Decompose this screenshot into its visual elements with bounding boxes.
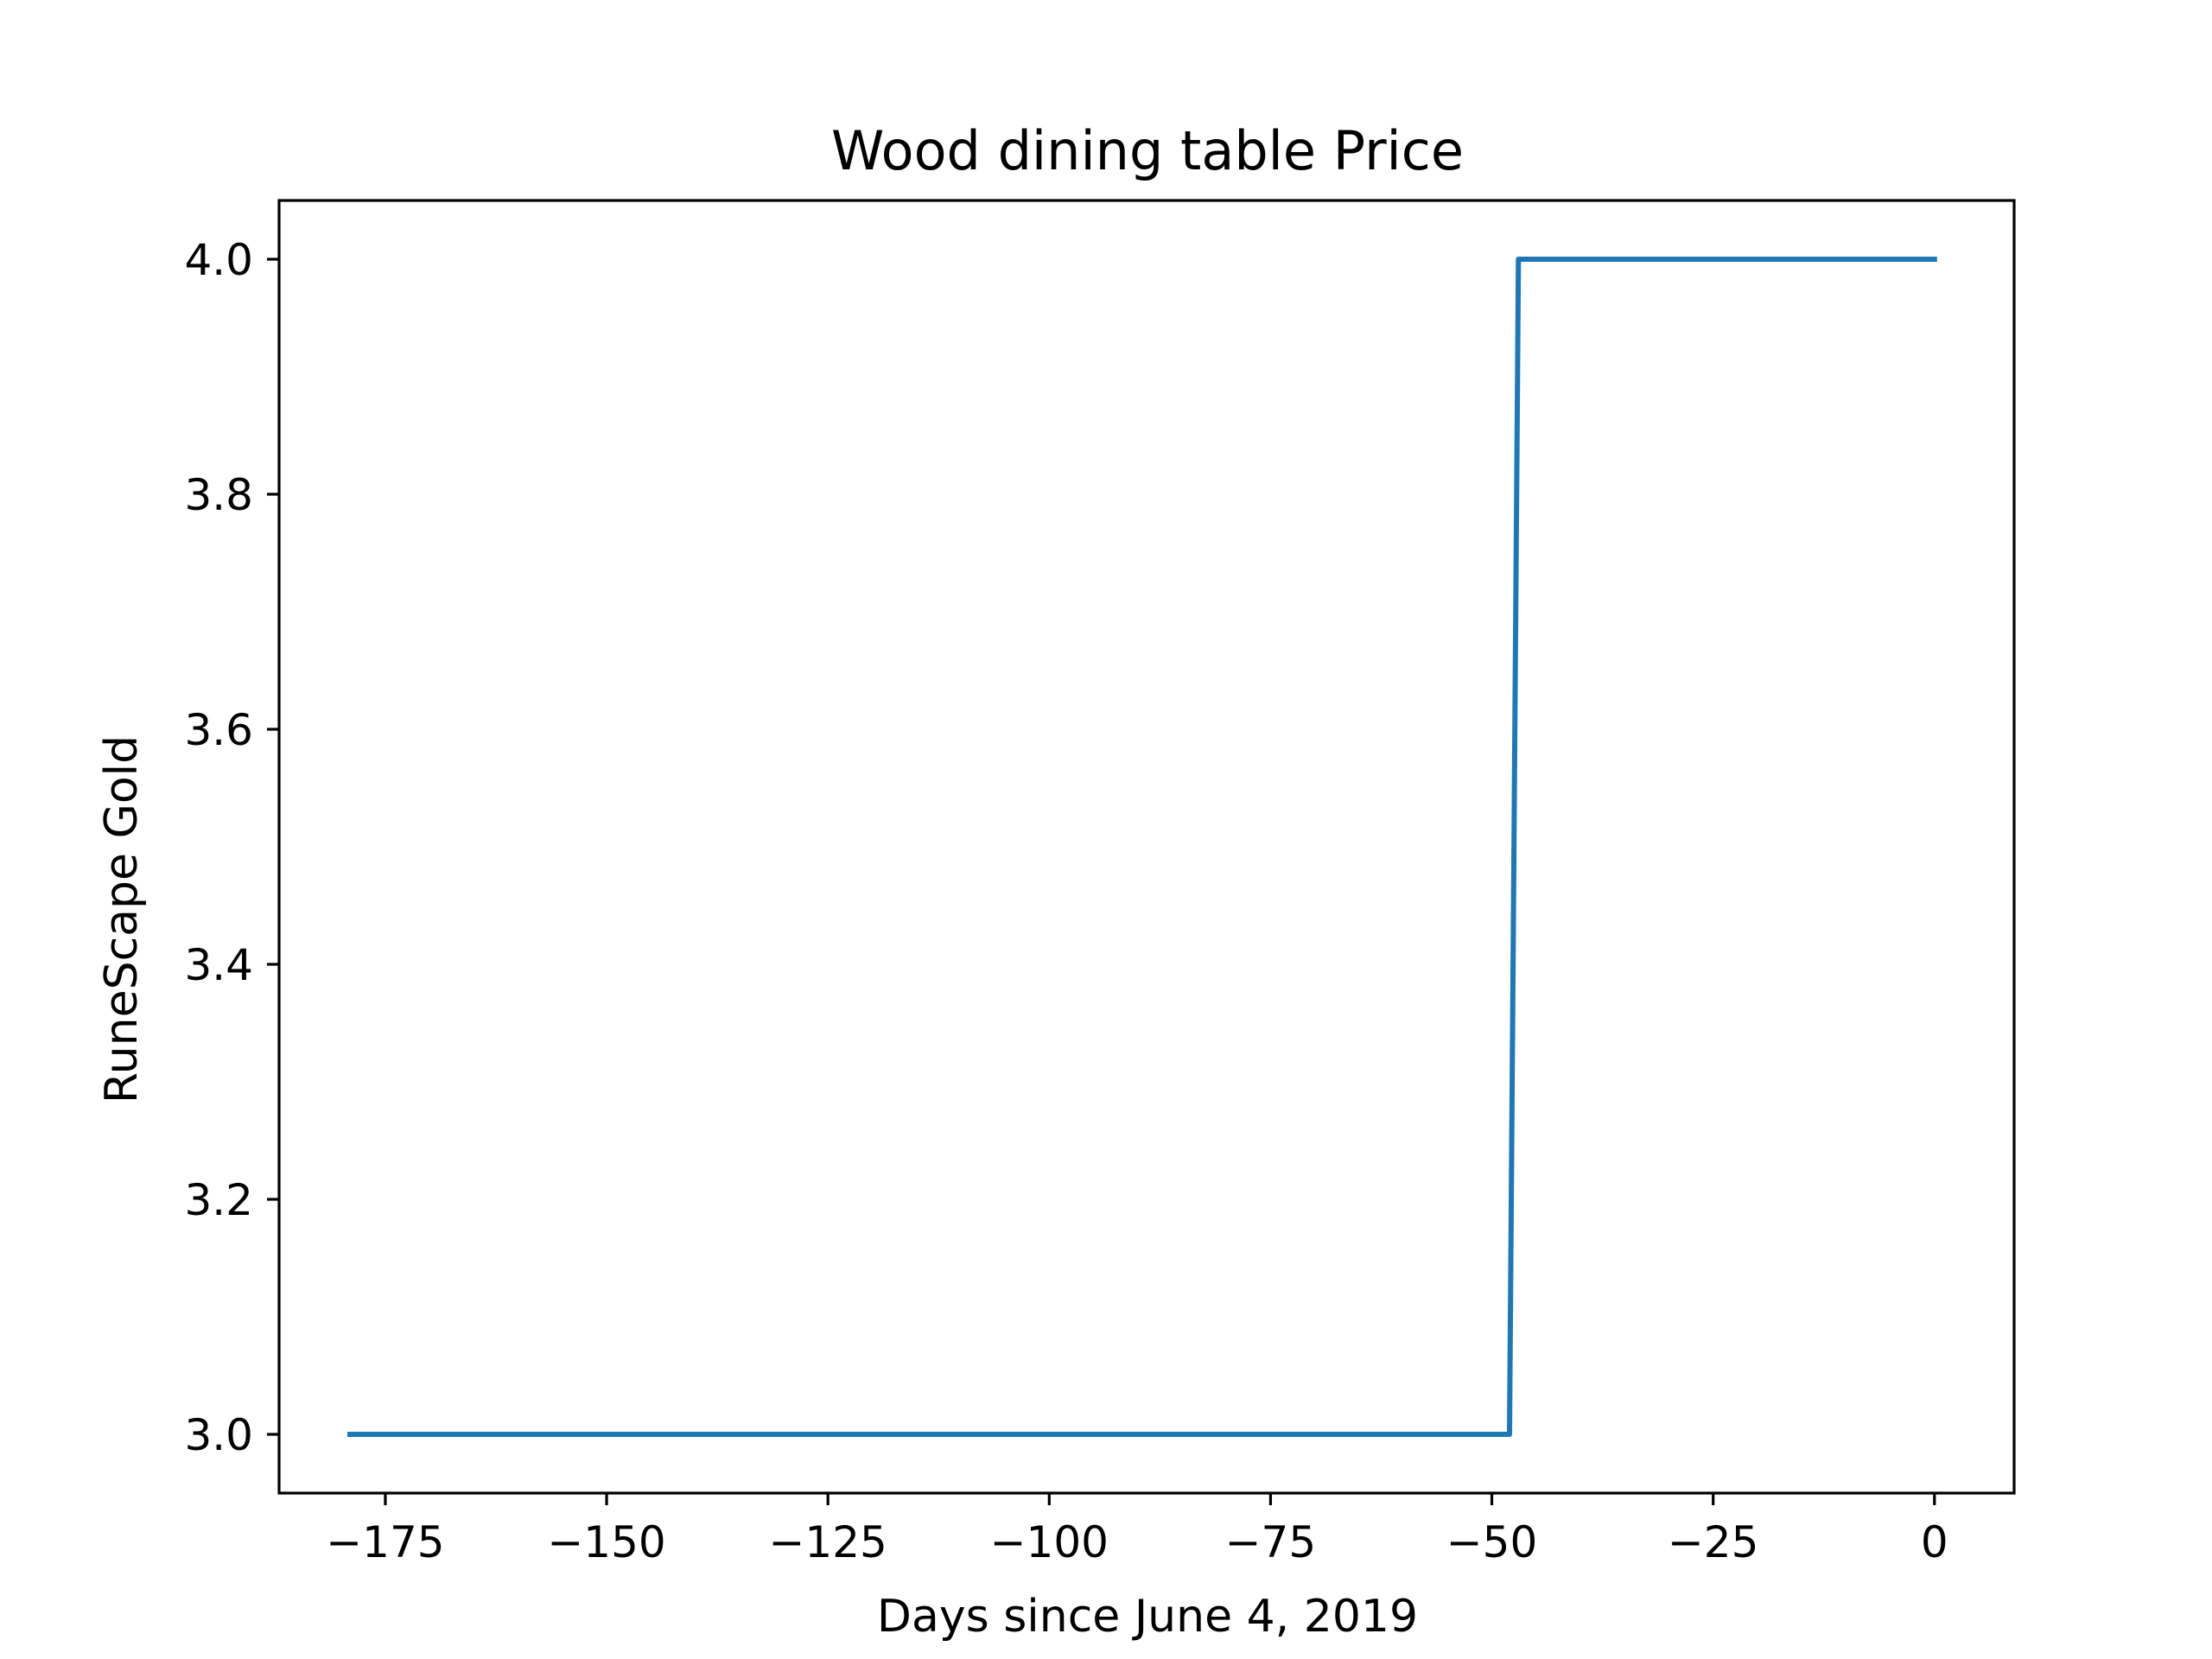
- x-tick-label: −25: [1668, 1517, 1759, 1567]
- x-tick-label: −125: [769, 1517, 887, 1567]
- x-tick-label: −75: [1225, 1517, 1317, 1567]
- x-tick-label: −50: [1446, 1517, 1538, 1567]
- y-tick-label: 3.6: [184, 705, 253, 755]
- series-line: [347, 257, 1937, 1437]
- plot-frame: [277, 199, 2016, 1495]
- y-axis-label: RuneScape Gold: [96, 735, 148, 1103]
- x-tick-label: −100: [990, 1517, 1109, 1567]
- x-axis-label: Days since June 4, 2019: [877, 1591, 1418, 1643]
- y-tick-label: 4.0: [184, 235, 253, 285]
- plot-area: [347, 257, 1937, 1437]
- y-tick-label: 3.2: [184, 1175, 253, 1225]
- y-tick-label: 3.4: [184, 940, 253, 990]
- y-tick-label: 3.8: [184, 470, 253, 520]
- x-tick-label: −150: [547, 1517, 665, 1567]
- y-tick-label: 3.0: [184, 1410, 253, 1460]
- x-axis: −175 −150 −125 −100 −75 −50 −25 0: [326, 1493, 1948, 1567]
- y-axis: 3.0 3.2 3.4 3.6 3.8 4.0: [184, 235, 279, 1460]
- chart-title: Wood dining table Price: [831, 119, 1464, 182]
- x-tick-label: 0: [1921, 1517, 1948, 1567]
- x-tick-label: −175: [326, 1517, 444, 1567]
